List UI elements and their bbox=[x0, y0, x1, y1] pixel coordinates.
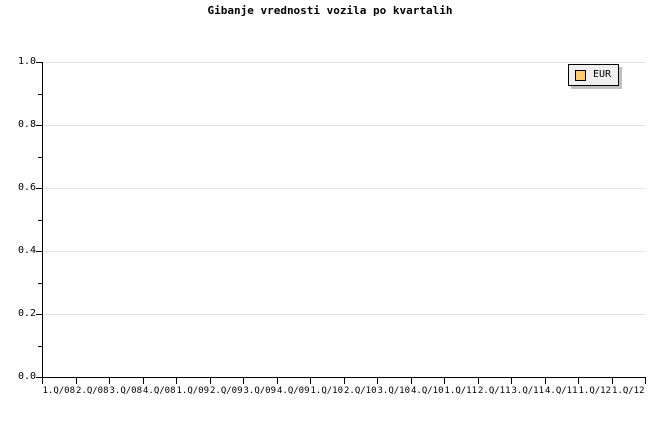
y-tick-label: 0.8 bbox=[17, 119, 36, 130]
plot-area bbox=[42, 62, 645, 378]
x-tick bbox=[411, 378, 412, 384]
x-tick-label: 3.Q/11 bbox=[511, 386, 545, 396]
gridline-y bbox=[42, 188, 645, 189]
x-tick-label: 1.Q/08 bbox=[42, 386, 76, 396]
gridline-y bbox=[42, 62, 645, 63]
x-tick bbox=[76, 378, 77, 384]
y-tick-major bbox=[36, 377, 42, 378]
y-tick-minor bbox=[38, 156, 42, 158]
x-tick bbox=[377, 378, 378, 384]
x-tick bbox=[42, 378, 43, 384]
x-tick-label: 4.Q/10 bbox=[410, 386, 444, 396]
legend-label-eur: EUR bbox=[593, 69, 612, 80]
x-tick bbox=[578, 378, 579, 384]
x-tick-label: 1.Q/11 bbox=[444, 386, 478, 396]
y-tick-label: 1.0 bbox=[17, 56, 36, 67]
x-tick-label: 1.Q/12 bbox=[611, 386, 645, 396]
x-tick-label: 3.Q/08 bbox=[109, 386, 143, 396]
x-tick-label: 2.Q/09 bbox=[209, 386, 243, 396]
x-tick-label: 4.Q/11 bbox=[544, 386, 578, 396]
chart-title: Gibanje vrednosti vozila po kvartalih bbox=[207, 4, 453, 17]
x-tick bbox=[545, 378, 546, 384]
x-tick-label: 3.Q/10 bbox=[377, 386, 411, 396]
x-tick-label: 4.Q/09 bbox=[276, 386, 310, 396]
x-tick-label: 1.Q/12 bbox=[578, 386, 612, 396]
y-tick-label: 0.2 bbox=[17, 308, 36, 319]
gridline-y bbox=[42, 314, 645, 315]
x-tick bbox=[612, 378, 613, 384]
x-tick bbox=[645, 378, 646, 384]
x-tick-label: 2.Q/11 bbox=[477, 386, 511, 396]
chart-legend[interactable]: EUR bbox=[568, 64, 620, 86]
x-tick-label: 2.Q/08 bbox=[75, 386, 109, 396]
x-tick-label: 1.Q/10 bbox=[310, 386, 344, 396]
y-tick-major bbox=[36, 188, 42, 189]
x-tick-label: 1.Q/09 bbox=[176, 386, 210, 396]
y-tick-minor bbox=[38, 345, 42, 347]
y-tick-major bbox=[36, 62, 42, 63]
y-tick-minor bbox=[38, 282, 42, 284]
y-axis-labels: 0.0 0.2 0.4 0.6 0.8 1.0 bbox=[0, 0, 36, 440]
y-tick-minor bbox=[38, 93, 42, 95]
x-tick bbox=[143, 378, 144, 384]
y-axis-line bbox=[42, 62, 43, 378]
x-tick bbox=[344, 378, 345, 384]
y-tick-major bbox=[36, 251, 42, 252]
legend-swatch-eur bbox=[575, 69, 586, 81]
x-tick-label: 3.Q/09 bbox=[243, 386, 277, 396]
x-tick bbox=[511, 378, 512, 384]
x-tick bbox=[243, 378, 244, 384]
x-tick bbox=[210, 378, 211, 384]
y-tick-major bbox=[36, 314, 42, 315]
y-tick-label: 0.4 bbox=[17, 245, 36, 256]
y-tick-minor bbox=[38, 219, 42, 221]
x-tick bbox=[109, 378, 110, 384]
x-tick bbox=[478, 378, 479, 384]
x-tick bbox=[176, 378, 177, 384]
x-tick bbox=[277, 378, 278, 384]
x-tick-label: 2.Q/10 bbox=[343, 386, 377, 396]
gridline-y bbox=[42, 125, 645, 126]
x-tick-label: 4.Q/08 bbox=[142, 386, 176, 396]
x-axis-line bbox=[42, 377, 646, 378]
y-tick-label: 0.6 bbox=[17, 182, 36, 193]
x-tick bbox=[444, 378, 445, 384]
gridline-y bbox=[42, 251, 645, 252]
x-tick bbox=[310, 378, 311, 384]
y-tick-major bbox=[36, 125, 42, 126]
y-tick-label: 0.0 bbox=[17, 371, 36, 382]
